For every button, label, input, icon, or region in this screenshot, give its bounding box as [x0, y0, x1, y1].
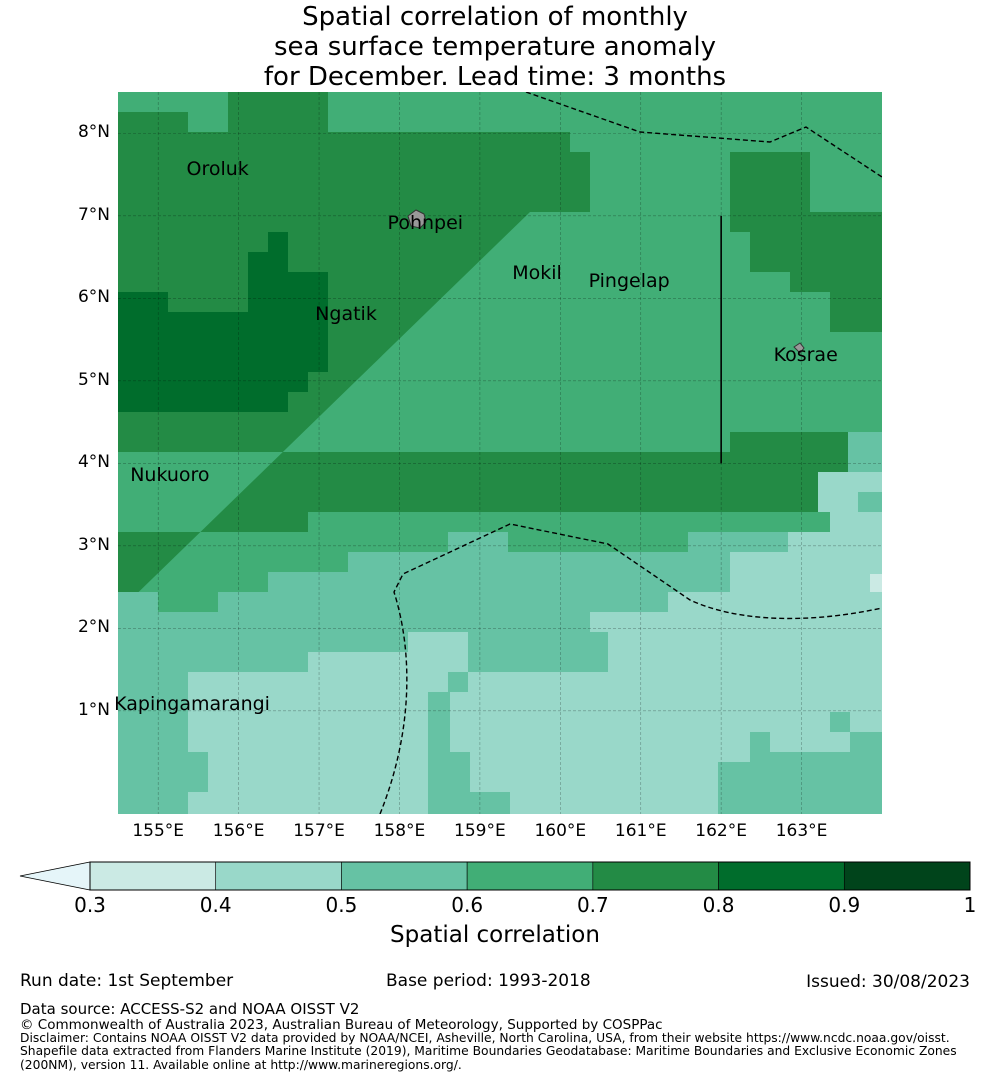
- colorbar-tick: 1: [963, 893, 977, 917]
- title-line-1: Spatial correlation of monthly: [302, 2, 688, 32]
- lat-label: 2°N: [77, 617, 110, 638]
- lat-label: 1°N: [77, 699, 110, 720]
- lon-label: 162°E: [695, 821, 747, 841]
- lat-label: 8°N: [77, 122, 110, 143]
- correlation-map: [118, 92, 882, 814]
- run-date: Run date: 1st September: [20, 971, 234, 991]
- correlation-region-3: [118, 212, 882, 612]
- issued-date: Issued: 30/08/2023: [806, 972, 970, 992]
- colorbar-segment: [466, 861, 594, 891]
- place-ngatik: Ngatik: [315, 302, 377, 325]
- correlation-region-5: [118, 232, 328, 412]
- correlation-region-12: [770, 712, 850, 732]
- colorbar-tick: 0.3: [74, 893, 106, 917]
- place-oroluk: Oroluk: [186, 158, 249, 181]
- eez-boundary-north: [525, 92, 882, 178]
- kosrae-island: [793, 342, 805, 354]
- lon-label: 160°E: [534, 821, 587, 841]
- colorbar-underflow: [19, 861, 91, 891]
- place-kosrae: Kosrae: [773, 344, 838, 367]
- correlation-region-1: [118, 92, 228, 132]
- lon-label: 163°E: [775, 821, 828, 841]
- lon-label: 156°E: [212, 821, 265, 841]
- lon-label: 159°E: [454, 821, 506, 841]
- lat-label: 3°N: [77, 534, 110, 555]
- colorbar-label: Spatial correlation: [390, 922, 600, 948]
- disclaimer-line-2: Shapefile data extracted from Flanders M…: [20, 1044, 957, 1058]
- disclaimer-line-1: Disclaimer: Contains NOAA OISST V2 data …: [20, 1031, 950, 1045]
- lat-label: 4°N: [77, 452, 110, 473]
- colorbar-segment: [341, 861, 468, 891]
- correlation-region-13: [850, 732, 882, 814]
- colorbar-tick: 0.8: [702, 893, 735, 917]
- colorbar-tick: 0.4: [199, 893, 232, 917]
- colorbar: [19, 861, 971, 891]
- lon-label: 161°E: [614, 821, 667, 841]
- colorbar-segment: [89, 861, 217, 891]
- colorbar-segment: [215, 861, 342, 891]
- correlation-region-14: [830, 574, 882, 592]
- colorbar-frame: [89, 861, 971, 891]
- colorbar-segment: [592, 861, 719, 891]
- pohnpei-island: [407, 209, 427, 229]
- correlation-region-2: [328, 92, 882, 212]
- colorbar-segment: [718, 861, 845, 891]
- colorbar-tick: 0.7: [576, 893, 609, 917]
- lon-label: 155°E: [132, 821, 185, 841]
- place-pohnpei: Pohnpei: [387, 212, 464, 235]
- eez-boundary-south: [379, 523, 882, 814]
- lat-label: 6°N: [77, 287, 110, 308]
- place-mokil: Mokil: [512, 261, 562, 284]
- chart-title: Spatial correlation of monthly sea surfa…: [0, 2, 990, 92]
- title-line-3: for December. Lead time: 3 months: [263, 62, 727, 92]
- colorbar-tick: 0.9: [828, 893, 861, 917]
- colorbar-segment: [843, 861, 971, 891]
- correlation-region-11: [818, 472, 882, 512]
- correlation-region-10: [450, 512, 882, 814]
- lon-label: 157°E: [293, 821, 345, 841]
- colorbar-tick: 0.5: [325, 893, 358, 917]
- correlation-region-6: [730, 152, 830, 272]
- correlation-region-4: [510, 232, 548, 292]
- correlation-region-9: [188, 632, 468, 814]
- disclaimer-line-3: (200NM), version 11. Available online at…: [20, 1058, 462, 1072]
- place-nukuoro: Nukuoro: [130, 463, 210, 486]
- base-period: Base period: 1993-2018: [386, 971, 591, 991]
- lon-label: 158°E: [373, 821, 426, 841]
- place-kapingamarangi: Kapingamarangi: [114, 693, 270, 716]
- lat-label: 7°N: [77, 204, 110, 225]
- colorbar-tick: 0.6: [451, 893, 484, 917]
- lat-label: 5°N: [77, 369, 110, 390]
- title-line-2: sea surface temperature anomaly: [274, 32, 716, 62]
- data-source: Data source: ACCESS-S2 and NOAA OISST V2: [20, 1000, 360, 1018]
- copyright: © Commonwealth of Australia 2023, Austra…: [20, 1017, 663, 1033]
- place-pingelap: Pingelap: [588, 269, 670, 292]
